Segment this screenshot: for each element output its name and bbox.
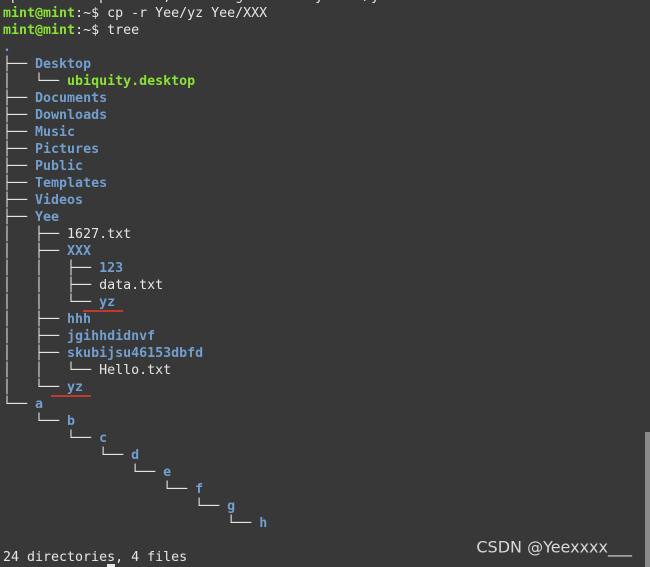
tree-branch: └──	[3, 446, 131, 463]
tree-line: └── f	[3, 480, 203, 497]
cursor	[107, 564, 115, 567]
prompt-user: mint@mint	[3, 5, 75, 21]
tree-branch: │ ├──	[3, 310, 67, 327]
tree-branch: ├──	[3, 191, 35, 208]
tree-entry: Music	[35, 124, 75, 140]
tree-branch: │ ├──	[3, 327, 67, 344]
tree-line: │ ├── jgihhdidnvf	[3, 327, 155, 344]
command: :~$ tree	[75, 23, 139, 38]
tree-entry: Desktop	[35, 57, 91, 72]
watermark: CSDN @Yeexxxx___	[476, 538, 633, 558]
tree-line: │ ├── hhh	[3, 310, 91, 327]
tree-branch: └──	[3, 497, 227, 514]
tree-branch: │ │ ├──	[3, 259, 99, 276]
prompt-line: mint@mint:~$ cp -r Yee/yz Yee/XXX	[3, 5, 267, 21]
tree-entry: Templates	[35, 176, 107, 191]
tree-branch: ├──	[3, 174, 35, 191]
tree-line: ├── Desktop	[3, 55, 91, 72]
tree-line: └── a	[3, 395, 43, 412]
tree-branch: ├──	[3, 89, 35, 106]
tree-branch: └──	[3, 429, 99, 446]
tree-line: └── h	[3, 514, 267, 531]
tree-branch: ├──	[3, 123, 35, 140]
tree-entry: Videos	[35, 192, 83, 208]
tree-line: │ ├── 1627.txt	[3, 225, 131, 242]
tree-entry: Documents	[35, 91, 107, 106]
tree-entry: data.txt	[99, 278, 163, 293]
output-line: cp: -r not specified; omitting directory…	[3, 0, 395, 4]
tree-entry: yz	[99, 295, 115, 310]
tree-entry: Hello.txt	[99, 363, 171, 378]
tree-entry: g	[227, 499, 235, 514]
tree-entry: Yee	[35, 210, 59, 225]
tree-line: ├── Yee	[3, 208, 59, 225]
tree-line: │ ├── XXX	[3, 242, 91, 259]
tree-entry: 1627.txt	[67, 227, 131, 242]
tree-line: ├── Music	[3, 123, 75, 140]
tree-line: │ │ ├── 123	[3, 259, 123, 276]
tree-entry: hhh	[67, 312, 91, 327]
tree-entry: skubijsu46153dbfd	[67, 345, 203, 361]
scrollbar[interactable]	[645, 432, 650, 567]
tree-entry: a	[35, 397, 43, 412]
tree-branch: ├──	[3, 55, 35, 72]
tree-line: ├── Videos	[3, 191, 83, 208]
prompt-line: mint@mint:~$ tree	[3, 22, 139, 38]
tree-branch: └──	[3, 395, 35, 412]
summary: 24 directories, 4 files	[3, 550, 187, 565]
tree-entry: ubiquity.desktop	[67, 73, 195, 89]
tree-line: └── g	[3, 497, 235, 514]
tree-branch: │ ├──	[3, 344, 67, 361]
tree-entry: d	[131, 448, 139, 463]
tree-branch: ├──	[3, 106, 35, 123]
tree-branch: │ ├──	[3, 242, 67, 259]
tree-line: ├── Documents	[3, 89, 107, 106]
tree-line: └── c	[3, 429, 107, 446]
tree-line: │ └── ubiquity.desktop	[3, 72, 195, 89]
tree-line: │ │ └── Hello.txt	[3, 361, 171, 378]
tree-branch: └──	[3, 514, 259, 531]
tree-entry: e	[163, 465, 171, 480]
prompt-user: mint@mint	[3, 22, 75, 38]
tree-line: ├── Pictures	[3, 140, 99, 157]
tree-entry: yz	[67, 380, 83, 395]
tree-branch: ├──	[3, 208, 35, 225]
tree-branch: │ │ ├──	[3, 276, 99, 293]
tree-branch: └──	[3, 412, 67, 429]
tree-entry: Pictures	[35, 141, 99, 157]
tree-branch: │ ├──	[3, 225, 67, 242]
tree-entry: f	[195, 482, 203, 497]
tree-line: │ ├── skubijsu46153dbfd	[3, 344, 203, 361]
tree-line: │ └── yz	[3, 378, 83, 395]
tree-root: .	[3, 40, 11, 55]
tree-entry: 123	[99, 261, 123, 276]
tree-branch: └──	[3, 463, 163, 480]
tree-branch: ├──	[3, 157, 35, 174]
tree-branch: │ │ └──	[3, 361, 99, 378]
tree-branch: │ └──	[3, 72, 67, 89]
tree-line: ├── Templates	[3, 174, 107, 191]
tree-branch: ├──	[3, 140, 35, 157]
tree-entry: jgihhdidnvf	[67, 328, 155, 344]
tree-line: └── e	[3, 463, 171, 480]
tree-entry: b	[67, 414, 75, 429]
command: :~$ cp -r Yee/yz Yee/XXX	[75, 6, 267, 21]
tree-entry: XXX	[67, 244, 91, 259]
tree-line: │ │ └── yz	[3, 293, 115, 310]
tree-entry: Downloads	[35, 108, 107, 123]
tree-entry: h	[259, 516, 267, 531]
tree-entry: Public	[35, 158, 83, 174]
tree-line: ├── Public	[3, 157, 83, 174]
tree-branch: │ │ └──	[3, 293, 99, 310]
tree-line: ├── Downloads	[3, 106, 107, 123]
tree-line: └── d	[3, 446, 139, 463]
tree-branch: └──	[3, 480, 195, 497]
tree-line: │ │ ├── data.txt	[3, 276, 163, 293]
tree-branch: │ └──	[3, 378, 67, 395]
tree-entry: c	[99, 431, 107, 446]
tree-line: └── b	[3, 412, 75, 429]
